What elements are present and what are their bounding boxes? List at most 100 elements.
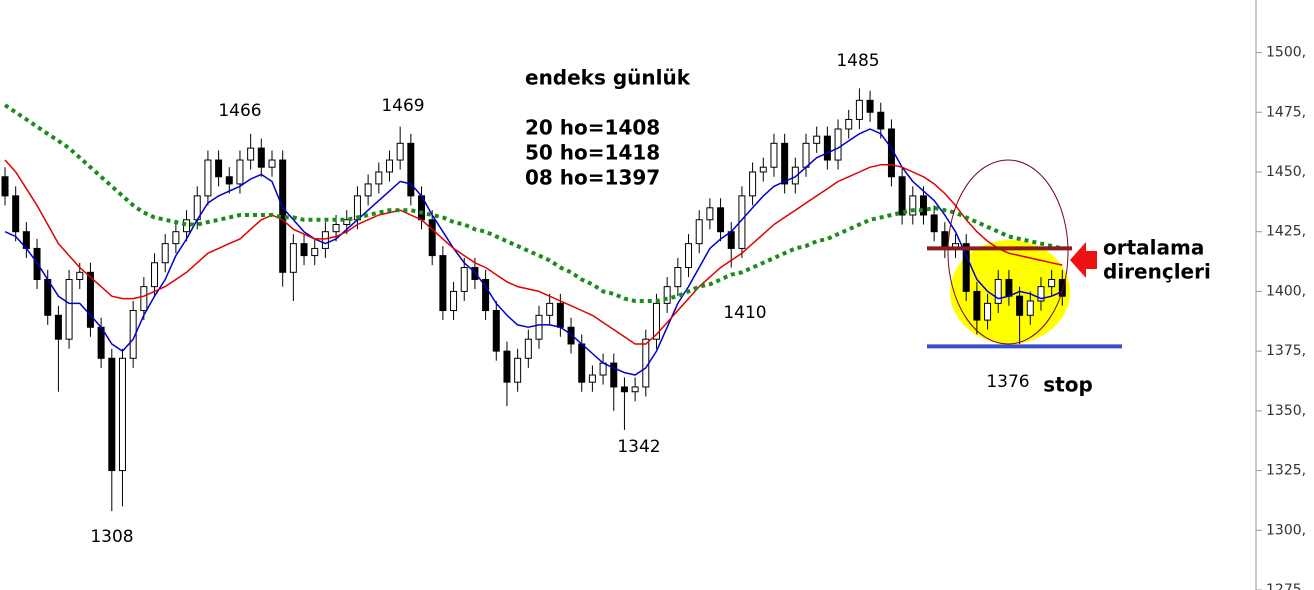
moving-average <box>4 128 1063 376</box>
candle-body <box>1037 286 1045 302</box>
candle-body <box>385 159 393 173</box>
candle-body <box>289 243 297 273</box>
candle-body <box>652 302 660 340</box>
candle-body <box>300 243 308 257</box>
arrow <box>1070 242 1097 278</box>
y-tick-label: 1300, <box>1266 522 1306 538</box>
candle-body <box>396 142 404 161</box>
annotation: 1469 <box>381 96 424 116</box>
candle-body <box>717 207 725 233</box>
candle-body <box>556 302 564 328</box>
candle-body <box>749 171 757 197</box>
candle-body <box>247 147 255 161</box>
y-axis: 1275, 1300, 1325, 1350, 1375, 1400, 1425, 1450,… <box>1255 0 1306 590</box>
candle-body <box>567 326 575 345</box>
candle-body <box>151 262 159 288</box>
candle-body <box>727 231 735 249</box>
annotation: dirençleri <box>1103 260 1211 284</box>
annotation: ortalama <box>1103 236 1204 260</box>
candles <box>1 88 1066 512</box>
candle-body <box>642 338 650 388</box>
candle-body <box>332 224 340 233</box>
candle-body <box>54 314 62 340</box>
candle-body <box>204 159 212 197</box>
candle-body <box>140 286 148 312</box>
note: 50 ho=1418 <box>525 141 660 165</box>
candle-body <box>674 267 682 288</box>
candle-body <box>172 231 180 245</box>
candle-body <box>631 386 639 393</box>
candle-body <box>695 219 703 245</box>
candle-body <box>257 147 265 168</box>
moving-averages <box>3 103 1063 376</box>
candle-body <box>823 135 831 161</box>
y-tick-label: 1425, <box>1266 224 1306 240</box>
candle-body <box>770 142 778 168</box>
candle-body <box>375 171 383 185</box>
candle-body <box>845 118 853 130</box>
candle-body <box>65 278 73 340</box>
candle-body <box>1026 300 1034 316</box>
candle-body <box>909 195 917 216</box>
candle-body <box>620 386 628 393</box>
candle-body <box>44 278 52 316</box>
candle-body <box>866 99 874 113</box>
candle-body <box>12 195 20 233</box>
candle-body <box>268 159 276 168</box>
y-tick-label: 1275, <box>1266 582 1306 590</box>
y-tick-label: 1500, <box>1266 45 1306 61</box>
candle-body <box>898 176 906 216</box>
candle-body <box>855 99 863 120</box>
candle-body <box>663 286 671 304</box>
overlay <box>927 159 1122 349</box>
candle-body <box>428 219 436 257</box>
candle-body <box>610 362 618 388</box>
candle-body <box>118 357 126 472</box>
candle-body <box>919 195 927 216</box>
candle-body <box>311 247 319 257</box>
y-tick-label: 1450, <box>1266 164 1306 180</box>
candle-body <box>834 128 842 161</box>
y-tick-label: 1375, <box>1266 343 1306 359</box>
y-tick-label: 1350, <box>1266 403 1306 419</box>
note: 20 ho=1408 <box>525 116 660 140</box>
candle-body <box>802 142 810 168</box>
candle-body <box>994 278 1002 304</box>
candle-body <box>930 214 938 233</box>
annotation: 1342 <box>617 437 660 457</box>
candle-body <box>460 267 468 292</box>
candle-body <box>535 314 543 340</box>
moving-average <box>4 159 1063 345</box>
candle-body <box>450 290 458 312</box>
annotation: 1485 <box>836 51 879 71</box>
candle-body <box>546 302 554 316</box>
candle-body <box>407 142 415 197</box>
candle-body <box>706 207 714 221</box>
candle-body <box>941 231 949 249</box>
candle-body <box>321 231 329 249</box>
candle-body <box>1005 278 1013 297</box>
annotation: 1308 <box>90 527 133 547</box>
candle-body <box>973 290 981 321</box>
candle-body <box>215 159 223 178</box>
note: 08 ho=1397 <box>525 166 660 190</box>
candle-body <box>364 183 372 197</box>
candle-body <box>791 166 799 185</box>
annotation: 1376 <box>986 372 1029 392</box>
candle-body <box>161 243 169 264</box>
candle-body <box>599 362 607 376</box>
candle-body <box>759 166 767 173</box>
annotation: 1466 <box>218 101 261 121</box>
candle-body <box>482 278 490 312</box>
candle-body <box>781 142 789 185</box>
candle-body <box>129 310 137 359</box>
y-tick-label: 1400, <box>1266 283 1306 299</box>
candle-body <box>984 302 992 321</box>
candle-body <box>439 255 447 312</box>
candle-body <box>514 357 522 383</box>
annotation: stop <box>1043 373 1093 397</box>
candle-body <box>962 243 970 292</box>
candle-body <box>877 111 885 130</box>
chart-title: endeks günlük <box>525 66 691 90</box>
moving-average <box>3 103 1063 303</box>
